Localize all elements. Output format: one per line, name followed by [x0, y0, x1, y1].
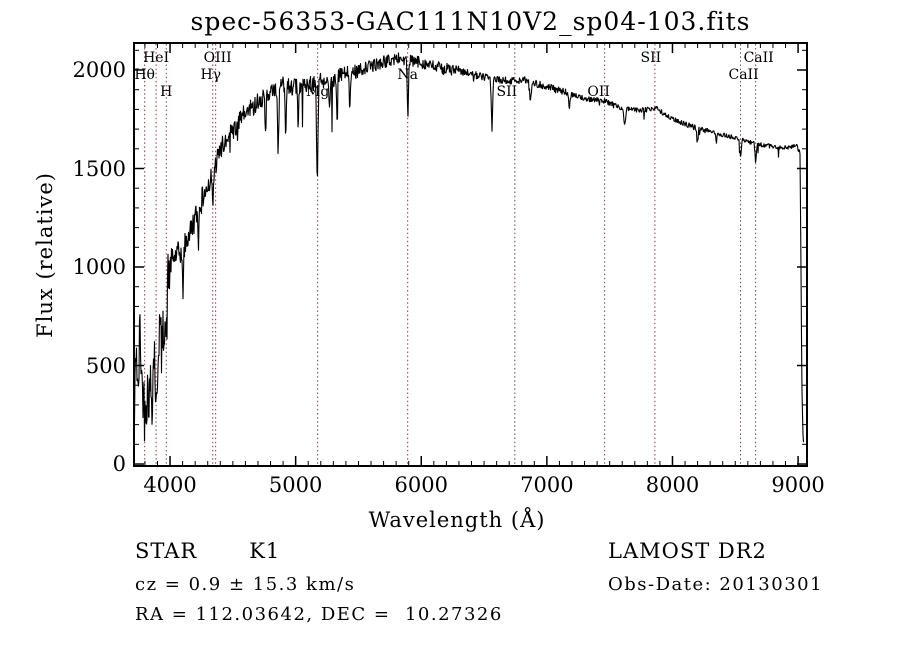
- y-tick-label: 0: [112, 452, 126, 477]
- subclass-text: K1: [249, 539, 281, 563]
- y-tick-label: 2000: [72, 57, 126, 82]
- spectral-line-label: Mg: [306, 84, 329, 100]
- spectral-line-label: OIII: [204, 50, 232, 66]
- cz-line: cz = 0.9 ± 15.3 km/s: [135, 574, 356, 595]
- object-class-line: STAR K1: [135, 539, 280, 563]
- class-text: STAR: [135, 539, 198, 563]
- spectral-line-label: SII: [641, 50, 662, 66]
- spectral-line-label: HeI: [143, 50, 169, 66]
- x-tick-label: 9000: [771, 473, 825, 497]
- y-axis-label: Flux (relative): [26, 43, 64, 466]
- survey-label: LAMOST DR2: [608, 539, 767, 563]
- y-tick-label: 1500: [72, 156, 126, 181]
- x-axis-label: Wavelength (Å): [368, 508, 546, 532]
- spectral-line-label: Hγ: [200, 67, 221, 83]
- obsdate-line: Obs-Date: 20130301: [608, 574, 824, 595]
- x-tick-label: 8000: [645, 473, 700, 497]
- x-tick-label: 6000: [394, 473, 448, 497]
- x-tick-label: 5000: [268, 473, 323, 497]
- spectral-line-label: SII: [497, 84, 518, 100]
- spectral-line-label: CaII: [744, 50, 774, 66]
- y-axis-label-text: Flux (relative): [33, 171, 57, 338]
- plot-title: spec-56353-GAC111N10V2_sp04-103.fits: [190, 7, 751, 36]
- spectral-line-label: Hθ: [134, 67, 155, 83]
- spectral-line-label: CaII: [728, 67, 758, 83]
- y-tick-label: 500: [85, 353, 126, 378]
- plot-frame: [133, 42, 808, 467]
- x-tick-label: 4000: [143, 473, 197, 497]
- spectral-line-label: Na: [397, 67, 418, 83]
- spectral-line-label: H: [160, 84, 172, 100]
- y-tick-label: 1000: [72, 255, 126, 279]
- radec-line: RA = 112.03642, DEC = 10.27326: [135, 604, 503, 625]
- spectrum-trace: [133, 52, 805, 443]
- spectral-line-label: OII: [587, 84, 610, 100]
- x-tick-label: 7000: [520, 473, 574, 497]
